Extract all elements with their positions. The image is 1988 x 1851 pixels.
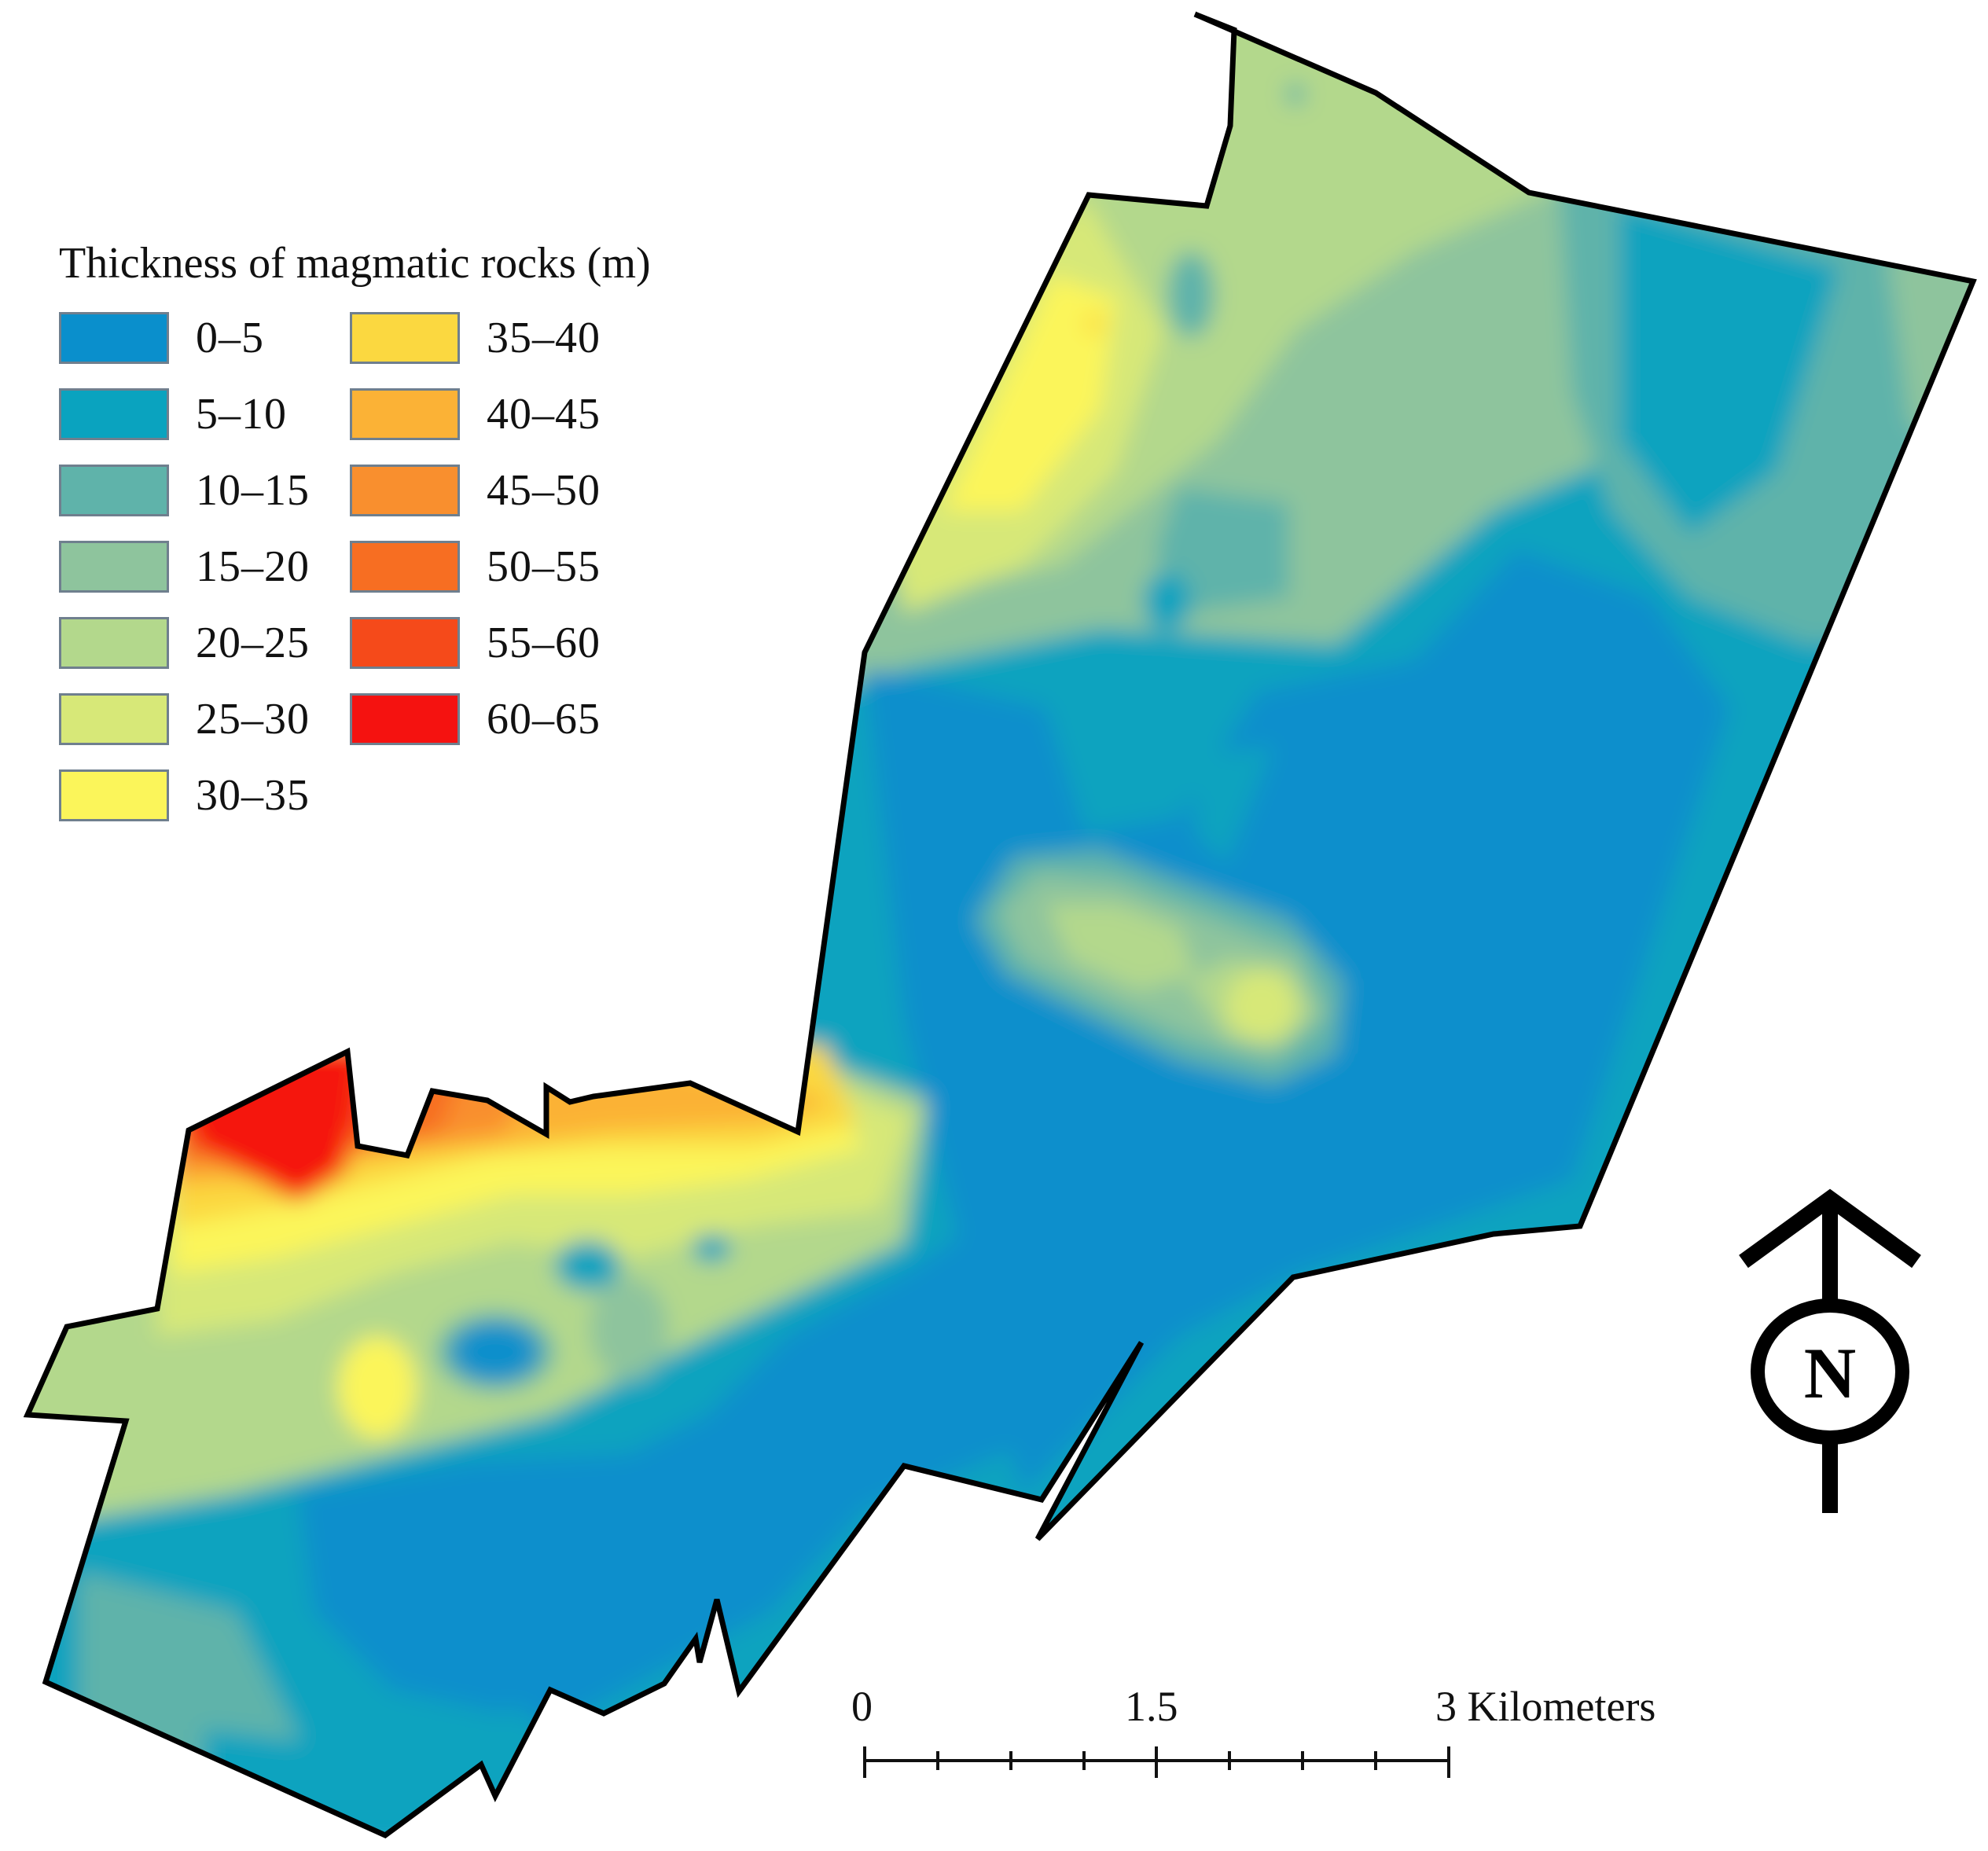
legend-swatch bbox=[59, 541, 169, 593]
legend-swatch bbox=[350, 617, 460, 669]
legend-label: 55–60 bbox=[487, 619, 601, 667]
study-area-boundary bbox=[23, 11, 1977, 1839]
legend-label: 50–55 bbox=[487, 542, 601, 591]
legend-swatch bbox=[59, 312, 169, 364]
north-arrow-icon: N bbox=[1739, 1188, 1921, 1513]
legend-swatch bbox=[59, 465, 169, 516]
legend-item: 15–20 bbox=[59, 537, 310, 597]
legend-label: 35–40 bbox=[487, 314, 601, 362]
legend-swatch bbox=[59, 388, 169, 440]
legend-label: 60–65 bbox=[487, 695, 601, 744]
legend-swatch bbox=[350, 388, 460, 440]
legend-item: 30–35 bbox=[59, 766, 310, 825]
legend-swatch bbox=[350, 693, 460, 745]
scale-label-end: 3 Kilometers bbox=[1435, 1683, 1656, 1730]
legend-item: 20–25 bbox=[59, 613, 310, 673]
legend-swatch bbox=[350, 541, 460, 593]
legend-item: 25–30 bbox=[59, 689, 310, 749]
legend-swatch bbox=[59, 693, 169, 745]
legend-item: 0–5 bbox=[59, 308, 264, 368]
legend-item: 60–65 bbox=[350, 689, 601, 749]
legend-item: 40–45 bbox=[350, 384, 601, 444]
legend-label: 20–25 bbox=[196, 619, 310, 667]
legend-item: 45–50 bbox=[350, 461, 601, 520]
legend-swatch bbox=[59, 617, 169, 669]
legend-item: 50–55 bbox=[350, 537, 601, 597]
legend-swatch bbox=[350, 312, 460, 364]
scale-label-0: 0 bbox=[851, 1683, 873, 1730]
legend-label: 15–20 bbox=[196, 542, 310, 591]
legend-label: 25–30 bbox=[196, 695, 310, 744]
legend-items: 0–5 5–10 10–15 15–20 20–25 25–30 30–35 35–40 40–… bbox=[59, 308, 735, 843]
legend-label: 40–45 bbox=[487, 390, 601, 439]
legend-swatch bbox=[350, 465, 460, 516]
legend-label: 30–35 bbox=[196, 771, 310, 820]
legend-label: 10–15 bbox=[196, 466, 310, 515]
scale-label-mid: 1.5 bbox=[1125, 1683, 1178, 1730]
legend-label: 0–5 bbox=[196, 314, 264, 362]
north-letter: N bbox=[1804, 1333, 1856, 1413]
legend-swatch bbox=[59, 769, 169, 821]
legend-item: 35–40 bbox=[350, 308, 601, 368]
legend-item: 55–60 bbox=[350, 613, 601, 673]
legend-item: 5–10 bbox=[59, 384, 287, 444]
legend: Thickness of magmatic rocks (m) 0–5 5–10 1… bbox=[59, 236, 735, 843]
legend-title: Thickness of magmatic rocks (m) bbox=[59, 239, 651, 288]
legend-label: 45–50 bbox=[487, 466, 601, 515]
scale-bar bbox=[863, 1746, 1450, 1778]
legend-item: 10–15 bbox=[59, 461, 310, 520]
legend-label: 5–10 bbox=[196, 390, 287, 439]
